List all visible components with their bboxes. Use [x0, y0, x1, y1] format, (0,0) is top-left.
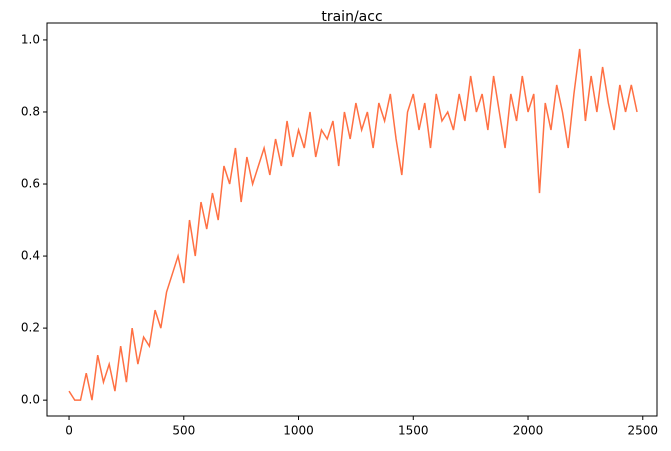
y-tick-label: 1.0	[21, 32, 40, 46]
y-tick-label: 0.4	[21, 249, 40, 263]
plot-frame	[46, 22, 658, 417]
x-tick-label: 2000	[513, 424, 544, 438]
y-tick-label: 0.2	[21, 321, 40, 335]
x-tick-label: 1000	[283, 424, 314, 438]
x-tick-label: 1500	[398, 424, 429, 438]
chart-title: train/acc	[321, 9, 382, 25]
y-tick-label: 0.0	[21, 393, 40, 407]
x-tick-label: 0	[65, 424, 73, 438]
x-tick-label: 500	[172, 424, 195, 438]
y-tick-label: 0.6	[21, 177, 40, 191]
x-tick-label: 2500	[627, 424, 658, 438]
y-tick-label: 0.8	[21, 104, 40, 118]
line-series	[68, 48, 638, 401]
